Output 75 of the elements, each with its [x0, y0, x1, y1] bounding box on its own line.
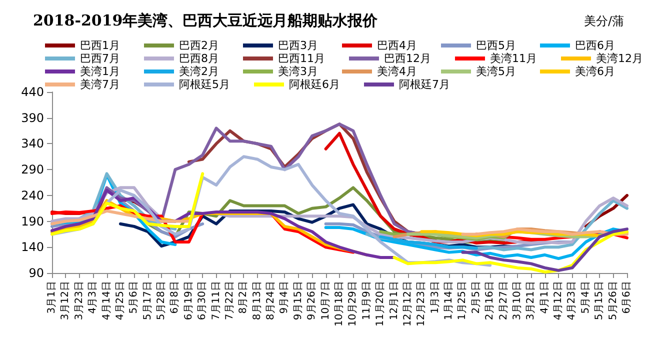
x-tick-label: 6月8日 [170, 281, 181, 314]
legend-label: 巴西5月 [476, 39, 516, 52]
legend-label: 巴西1月 [80, 39, 120, 52]
legend-label: 美湾12月 [596, 52, 643, 65]
legend-label: 美湾5月 [476, 65, 516, 78]
legend-label: 巴西6月 [574, 39, 615, 52]
legend-label: 美湾3月 [278, 65, 318, 78]
x-tick-label: 9月4日 [279, 281, 290, 314]
x-tick-label: 7月22日 [224, 281, 236, 320]
x-tick-label: 4月14日 [101, 281, 112, 320]
x-tick-label: 8月24日 [266, 281, 277, 320]
y-tick-label: 390 [21, 110, 44, 125]
x-tick-label: 8月2日 [238, 281, 250, 314]
x-tick-label: 2月16日 [484, 281, 496, 320]
y-tick-label: 140 [21, 240, 44, 254]
y-tick-label: 240 [21, 188, 44, 202]
chart-title: 2018-2019年美湾、巴西大豆近远月船期贴水报价 [33, 12, 379, 30]
x-tick-label: 2月5日 [470, 281, 482, 314]
x-tick-label: 3月10日 [512, 281, 523, 320]
y-tick-label: 190 [21, 214, 44, 228]
x-tick-label: 3月21日 [526, 281, 537, 320]
legend-label: 美湾11月 [490, 52, 537, 65]
legend-label: 美湾2月 [179, 65, 219, 78]
legend-label: 美湾7月 [80, 78, 120, 91]
x-tick-label: 5月26日 [608, 281, 619, 320]
y-tick-label: 90 [28, 266, 44, 280]
legend-label: 巴西4月 [376, 39, 417, 52]
x-tick-label: 6月19日 [183, 281, 194, 320]
x-tick-label: 2月27日 [498, 281, 510, 320]
legend-label: 巴西12月 [384, 52, 431, 65]
x-tick-label: 12月23日 [416, 281, 428, 326]
x-tick-label: 8月13日 [252, 281, 263, 320]
x-tick-label: 10月18日 [334, 281, 345, 326]
x-tick-label: 4月3日 [88, 281, 99, 314]
x-tick-label: 1月25日 [457, 281, 468, 320]
legend-label: 美湾6月 [574, 65, 615, 78]
legend-label: 美湾4月 [376, 65, 417, 78]
x-tick-label: 11月20日 [375, 281, 386, 326]
x-tick-label: 1月14日 [444, 281, 455, 320]
x-tick-label: 7月11日 [210, 281, 222, 320]
x-tick-label: 6月6日 [622, 281, 632, 314]
legend-label: 巴西11月 [278, 52, 325, 65]
x-tick-label: 12月12日 [402, 281, 414, 326]
x-tick-label: 4月23日 [566, 281, 578, 320]
x-tick-label: 5月4日 [580, 281, 592, 314]
x-tick-label: 9月15日 [292, 281, 304, 320]
x-tick-label: 1月3日 [430, 281, 441, 314]
x-tick-label: 6月30日 [197, 281, 208, 320]
x-tick-label: 10月29日 [348, 281, 359, 326]
x-tick-label: 3月1日 [46, 281, 58, 314]
x-tick-label: 4月25日 [114, 281, 126, 320]
legend-label: 美湾1月 [80, 65, 120, 78]
legend-label: 阿根廷7月 [398, 78, 450, 91]
x-tick-label: 11月9日 [361, 281, 372, 320]
x-tick-label: 4月12日 [553, 281, 564, 320]
x-tick-label: 9月26日 [306, 281, 318, 320]
x-tick-label: 3月12日 [60, 281, 72, 320]
legend-label: 巴西2月 [179, 39, 219, 52]
legend-label: 巴西7月 [80, 52, 120, 65]
x-tick-label: 5月6日 [128, 281, 140, 314]
x-tick-label: 12月1日 [388, 281, 400, 320]
x-tick-label: 3月23日 [74, 281, 85, 320]
y-tick-label: 440 [21, 85, 44, 99]
legend-label: 巴西8月 [179, 52, 219, 65]
x-tick-label: 5月15日 [594, 281, 606, 320]
y-tick-label: 290 [21, 162, 44, 177]
y-axis-title: 美分/蒲 [584, 14, 624, 28]
legend-label: 巴西3月 [278, 39, 318, 52]
y-tick-label: 340 [21, 136, 44, 151]
x-tick-label: 4月1日 [539, 281, 550, 314]
x-tick-label: 5月28日 [156, 281, 168, 320]
x-tick-label: 5月17日 [142, 281, 154, 320]
x-tick-label: 10月7日 [320, 281, 332, 320]
legend-label: 阿根廷5月 [179, 78, 230, 91]
legend-label: 阿根廷6月 [288, 78, 340, 91]
